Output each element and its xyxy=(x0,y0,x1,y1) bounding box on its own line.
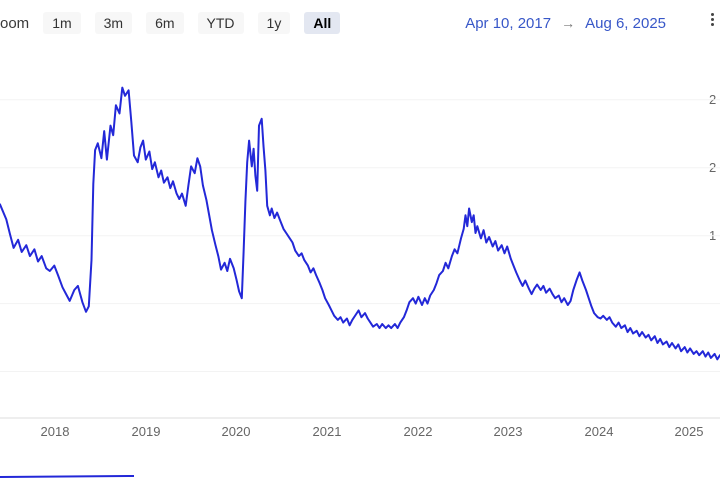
range-button-all[interactable]: All xyxy=(304,12,341,35)
date-range-arrow-icon: → xyxy=(561,15,576,31)
range-buttons: 1m 3m 6m YTD 1y All xyxy=(43,12,354,35)
menu-dot xyxy=(711,13,714,16)
secondary-pane-line-fragment xyxy=(0,475,135,478)
zoom-label: oom xyxy=(0,14,30,32)
date-to-input[interactable]: Aug 6, 2025 xyxy=(585,15,666,32)
menu-dot xyxy=(711,18,714,21)
range-selector-toolbar: oom 1m 3m 6m YTD 1y All xyxy=(0,12,354,35)
x-axis-label-2023: 2023 xyxy=(493,424,523,439)
x-axis-label-2021: 2021 xyxy=(312,424,342,439)
x-axis-label-2019: 2019 xyxy=(131,424,161,439)
x-axis-label-2025: 2025 xyxy=(674,424,704,439)
range-button-1m[interactable]: 1m xyxy=(43,12,81,35)
x-axis-label-2024: 2024 xyxy=(584,424,614,439)
x-axis-label-2018: 2018 xyxy=(40,424,70,439)
menu-dot xyxy=(711,23,714,26)
price-line-series xyxy=(0,86,720,361)
range-button-1y[interactable]: 1y xyxy=(257,12,291,35)
x-axis-label-2020: 2020 xyxy=(221,424,251,439)
context-menu-icon[interactable] xyxy=(708,10,717,29)
range-button-ytd[interactable]: YTD xyxy=(197,12,244,35)
date-from-input[interactable]: Apr 10, 2017 xyxy=(465,15,552,32)
x-axis-label-2022: 2022 xyxy=(403,424,433,439)
range-button-3m[interactable]: 3m xyxy=(94,12,133,35)
date-range: Apr 10, 2017 → Aug 6, 2025 xyxy=(465,15,666,32)
range-button-6m[interactable]: 6m xyxy=(146,12,184,35)
